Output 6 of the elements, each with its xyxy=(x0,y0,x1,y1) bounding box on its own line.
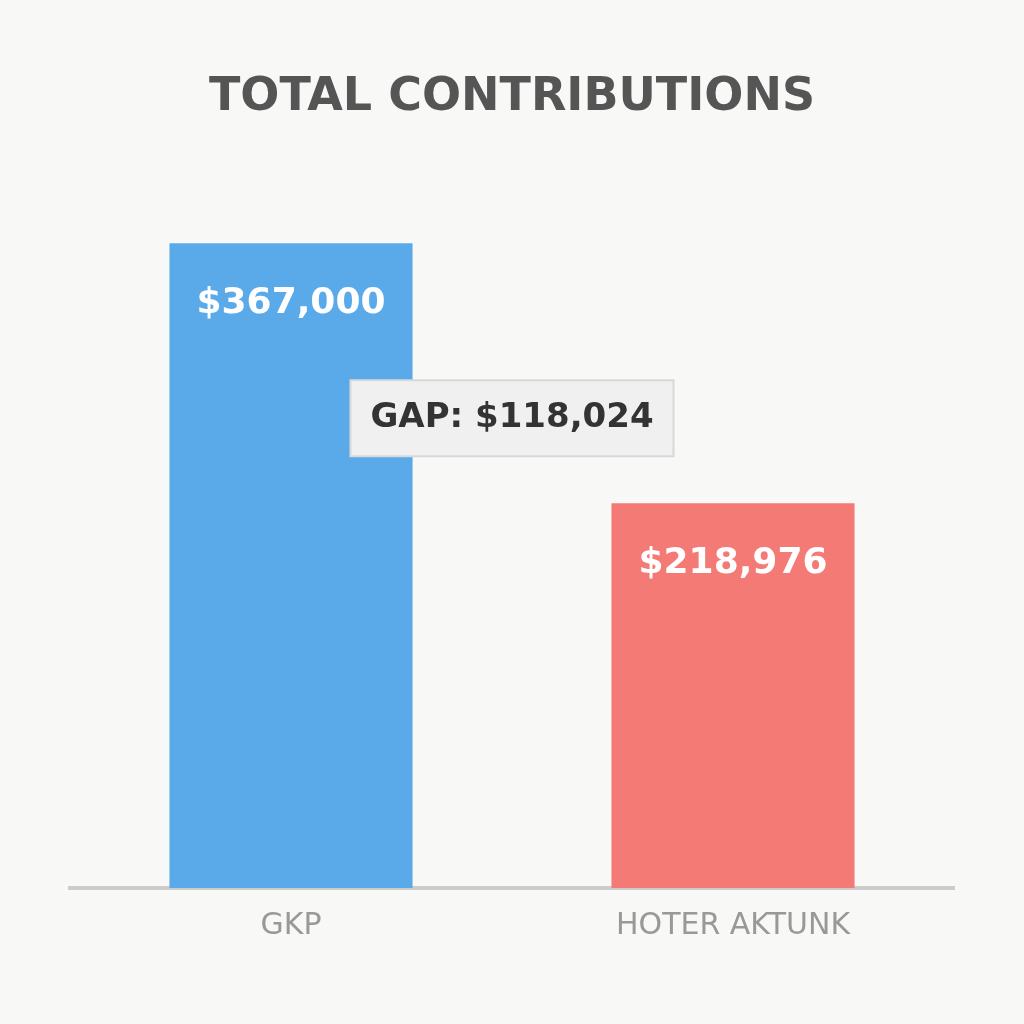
annotation: GAP: $118,024 xyxy=(370,395,654,436)
chart-title: TOTAL CONTRIBUTIONS xyxy=(208,66,816,121)
data-label: $367,000 xyxy=(196,279,386,321)
data-label: $218,976 xyxy=(638,539,828,581)
x-tick-label: HOTER AKTUNK xyxy=(615,905,852,941)
x-tick-label: GKP xyxy=(260,905,322,941)
